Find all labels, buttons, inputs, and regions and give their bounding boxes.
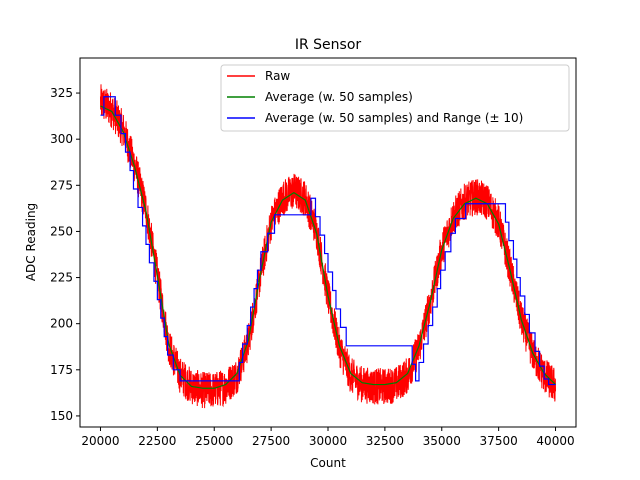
series-line-3	[100, 96, 556, 386]
x-tick-label: 35000	[423, 434, 461, 448]
x-axis-label: Count	[310, 456, 346, 470]
y-tick-label: 150	[50, 409, 73, 423]
y-tick-label: 175	[50, 363, 73, 377]
series-line-2	[100, 105, 556, 389]
plot-area	[99, 84, 557, 409]
y-tick-label: 250	[50, 224, 73, 238]
x-tick-label: 32500	[366, 434, 404, 448]
x-tick-label: 30000	[309, 434, 347, 448]
series-line-1	[99, 84, 557, 409]
y-tick-label: 325	[50, 86, 73, 100]
x-axis: 20000 22500 25000 27500 30000 32500 35000 37500…	[81, 427, 575, 448]
plot-frame	[79, 57, 577, 428]
legend-label: Average (w. 50 samples)	[265, 90, 413, 104]
x-tick-label: 25000	[195, 434, 233, 448]
x-tick-label: 20000	[81, 434, 119, 448]
legend: Raw Average (w. 50 samples) Average (w. 50…	[220, 64, 570, 132]
y-tick-label: 300	[50, 132, 73, 146]
y-tick-label: 225	[50, 271, 73, 285]
x-tick-label: 37500	[480, 434, 518, 448]
x-tick-label: 40000	[536, 434, 574, 448]
y-axis-label: ADC Reading	[24, 203, 38, 281]
x-tick-label: 22500	[138, 434, 176, 448]
chart-title: IR Sensor	[295, 37, 362, 53]
legend-label: Average (w. 50 samples) and Range (± 10)	[265, 111, 523, 125]
x-tick-label: 27500	[252, 434, 290, 448]
legend-label: Raw	[265, 69, 290, 83]
y-tick-label: 275	[50, 178, 73, 192]
legend-box	[220, 64, 570, 132]
y-tick-label: 200	[50, 317, 73, 331]
y-axis: 150 175 200 225 250 275 300 325	[50, 86, 80, 423]
